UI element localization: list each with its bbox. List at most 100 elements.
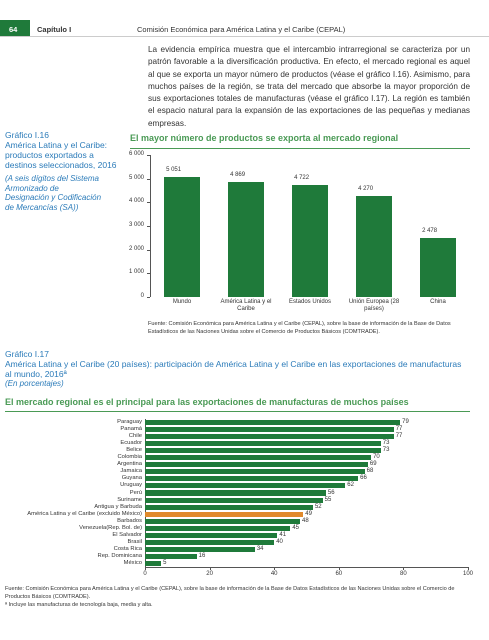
x-tick-label: 80 <box>400 571 407 577</box>
tick-mark <box>147 155 150 156</box>
y-tick-label: 2 000 <box>128 245 144 252</box>
tick-mark <box>147 297 150 298</box>
x-axis <box>145 567 468 568</box>
x-tick-label: 20 <box>206 571 213 577</box>
y-tick-label: 4 000 <box>128 198 144 205</box>
y-tick-label: Chile <box>128 433 142 440</box>
y-tick-label: 0 <box>140 293 144 299</box>
y-tick-label: Venezuela(Rep. Bol. de) <box>79 524 142 531</box>
y-tick-label: Perú <box>129 489 142 496</box>
figure-note: (En porcentajes) <box>5 379 64 388</box>
value-label: 41 <box>279 531 287 538</box>
bar <box>145 469 365 475</box>
value-label: 55 <box>324 496 332 503</box>
y-tick-label: Jamaica <box>120 468 142 475</box>
figure-caption: América Latina y el Caribe (20 países): … <box>5 359 462 379</box>
bar <box>145 483 346 489</box>
y-axis <box>150 155 151 297</box>
value-label: 49 <box>305 510 312 517</box>
y-tick-label: Colombia <box>117 454 143 461</box>
bar <box>145 525 291 531</box>
figure-note: (A seis dígitos del Sistema Armonizado d… <box>5 174 102 212</box>
value-label: 4 270 <box>358 185 374 192</box>
y-tick-label: Belice <box>126 447 142 454</box>
figure-label: Gráfico I.17 <box>5 349 49 359</box>
value-label: 40 <box>276 538 283 545</box>
value-label: 48 <box>302 517 309 524</box>
y-tick-label: Costa Rica <box>113 545 142 552</box>
source: Fuente: Comisión Económica para América … <box>148 321 451 335</box>
bar <box>145 434 394 440</box>
tick-mark <box>147 202 150 204</box>
bar <box>228 181 264 297</box>
value-label: 70 <box>373 454 380 461</box>
y-tick-label: Barbados <box>117 517 142 524</box>
x-tick-label: 0 <box>143 571 147 577</box>
bar <box>145 560 162 566</box>
value-label: 2 478 <box>422 228 438 235</box>
bar <box>145 462 368 468</box>
x-tick-label: Unión Europea (28 países) <box>348 299 400 312</box>
figure-caption: América Latina y el Caribe: productos ex… <box>5 140 117 170</box>
bar <box>145 419 401 426</box>
figure-label: Gráfico I.16 <box>5 130 49 140</box>
value-label: 16 <box>198 552 206 559</box>
bar <box>145 518 301 524</box>
tick-mark <box>209 567 211 570</box>
bar <box>145 455 372 461</box>
tick-mark <box>403 567 405 570</box>
bar <box>145 427 394 433</box>
page-number-box <box>0 20 30 36</box>
bar <box>356 195 392 297</box>
bar <box>145 511 304 517</box>
x-tick-label: Mundo <box>172 299 192 305</box>
bar <box>145 532 278 538</box>
x-tick-label: China <box>430 299 446 305</box>
x-tick-label: 60 <box>335 571 343 577</box>
title-rule <box>5 411 470 412</box>
tick-mark <box>147 226 150 227</box>
title-rule <box>130 148 470 149</box>
tick-mark <box>147 249 150 251</box>
bar <box>145 441 381 447</box>
bar <box>145 497 323 503</box>
x-tick-label: América Latina y el Caribe <box>220 299 272 312</box>
y-axis <box>145 419 146 567</box>
tick-mark <box>468 567 469 570</box>
y-tick-label: América Latina y el Caribe (excluido Méx… <box>27 510 142 517</box>
value-label: 69 <box>369 461 377 468</box>
chart: 0 1 000 2 000 3 000 4 000 5 000 6 000 5 051 Mund… <box>128 151 456 312</box>
value-label: 68 <box>366 468 374 475</box>
y-tick-label: 3 000 <box>128 222 144 228</box>
bar <box>145 448 381 454</box>
page-number: 64 <box>9 25 18 34</box>
value-label: 4 722 <box>294 175 310 182</box>
y-tick-label: 1 000 <box>128 269 144 276</box>
y-tick-label: Brasil <box>127 538 143 545</box>
value-label: 73 <box>382 447 390 454</box>
bar <box>420 238 456 297</box>
value-label: 4 869 <box>230 171 246 178</box>
x-tick-label: 40 <box>270 571 278 577</box>
y-tick-label: Uruguay <box>120 482 142 489</box>
x-tick-label: Estados Unidos <box>288 299 332 305</box>
value-label: 5 <box>163 559 167 566</box>
y-tick-label: 6 000 <box>128 151 144 157</box>
bar <box>145 539 275 545</box>
value-label: 34 <box>256 545 264 552</box>
value-label: 45 <box>292 524 300 531</box>
chart-title: El mayor número de productos se exporta … <box>130 133 399 143</box>
publisher: Comisión Económica para América Latina y… <box>137 25 346 34</box>
value-label: 5 051 <box>166 167 182 174</box>
header-rule <box>0 36 489 37</box>
bar <box>145 504 313 510</box>
bar <box>145 490 326 496</box>
value-label: 62 <box>347 482 354 489</box>
y-tick-label: Panamá <box>120 426 142 433</box>
chapter: Capítulo I <box>37 25 72 34</box>
y-tick-label: 5 000 <box>128 174 144 181</box>
tick-mark <box>147 178 150 180</box>
value-label: 77 <box>395 426 403 433</box>
value-label: 56 <box>327 489 335 496</box>
